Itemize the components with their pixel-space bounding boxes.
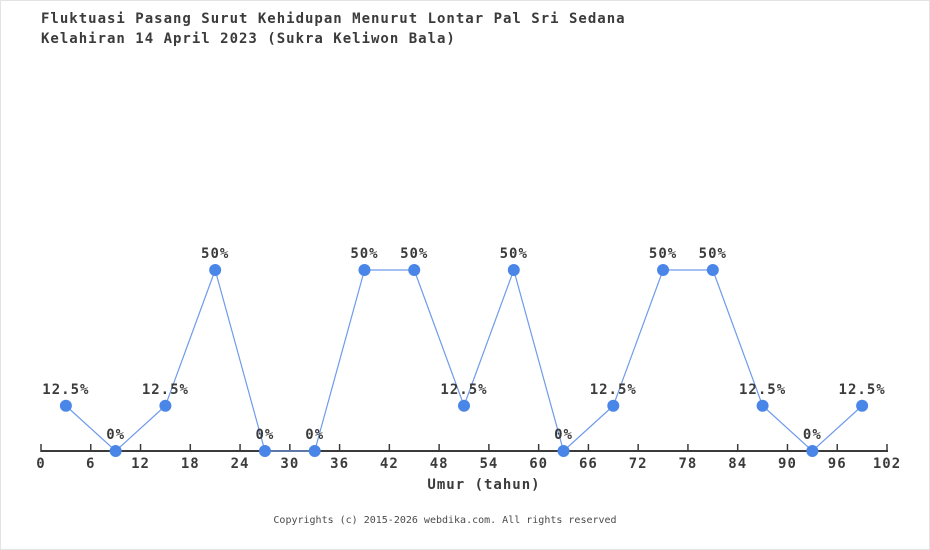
data-point <box>109 445 122 457</box>
x-tick-label: 30 <box>280 456 299 472</box>
point-value-label: 50% <box>699 246 727 262</box>
point-value-label: 50% <box>400 246 428 262</box>
point-value-label: 0% <box>256 427 275 443</box>
point-value-label: 12.5% <box>42 382 89 398</box>
point-value-label: 50% <box>500 246 528 262</box>
x-tick-label: 18 <box>181 456 200 472</box>
data-line <box>65 268 863 453</box>
point-value-label: 0% <box>803 427 822 443</box>
x-tick-label: 6 <box>86 456 95 472</box>
point-value-label: 0% <box>305 427 324 443</box>
x-tick-label: 90 <box>778 456 797 472</box>
copyright-footer: Copyrights (c) 2015-2026 webdika.com. Al… <box>273 515 617 526</box>
x-tick-label: 66 <box>579 456 598 472</box>
point-value-label: 50% <box>350 246 378 262</box>
data-point <box>756 399 769 412</box>
x-tick-label: 36 <box>330 456 349 472</box>
x-tick-label: 102 <box>873 456 901 472</box>
point-value-label: 12.5% <box>440 382 487 398</box>
chart-title-line2: Kelahiran 14 April 2023 (Sukra Keliwon B… <box>41 31 456 47</box>
point-value-label: 12.5% <box>839 382 886 398</box>
x-tick-label: 72 <box>629 456 648 472</box>
data-point <box>607 399 620 412</box>
data-point <box>507 264 520 276</box>
data-point <box>458 399 470 412</box>
x-axis-title: Umur (tahun) <box>427 477 540 493</box>
x-tick-label: 48 <box>430 456 449 472</box>
chart-title-line1: Fluktuasi Pasang Surut Kehidupan Menurut… <box>41 11 626 27</box>
point-value-label: 0% <box>106 427 125 443</box>
data-point <box>657 264 670 276</box>
x-tick-label: 54 <box>479 456 498 472</box>
x-tick-label: 12 <box>131 456 150 472</box>
x-tick-label: 0 <box>36 456 45 472</box>
x-tick-label: 24 <box>231 456 250 472</box>
data-point <box>408 264 421 276</box>
point-value-label: 12.5% <box>142 382 189 398</box>
x-tick-label: 84 <box>728 456 747 472</box>
data-point <box>856 399 869 412</box>
data-point <box>159 399 172 412</box>
point-value-label: 50% <box>649 246 677 262</box>
x-tick-label: 60 <box>529 456 548 472</box>
data-point <box>258 445 271 457</box>
data-point <box>706 264 719 276</box>
point-value-label: 12.5% <box>739 382 786 398</box>
x-tick-label: 42 <box>380 456 399 472</box>
x-tick-label: 78 <box>679 456 698 472</box>
data-point <box>557 445 570 457</box>
point-value-label: 12.5% <box>590 382 637 398</box>
point-value-label: 0% <box>554 427 573 443</box>
data-point <box>308 445 321 457</box>
x-tick-label: 96 <box>828 456 847 472</box>
data-point <box>209 264 222 276</box>
chart-title: Fluktuasi Pasang Surut Kehidupan Menurut… <box>41 9 626 49</box>
data-point <box>358 264 371 276</box>
data-point <box>59 399 72 412</box>
data-point <box>806 445 819 457</box>
point-value-label: 50% <box>201 246 229 262</box>
